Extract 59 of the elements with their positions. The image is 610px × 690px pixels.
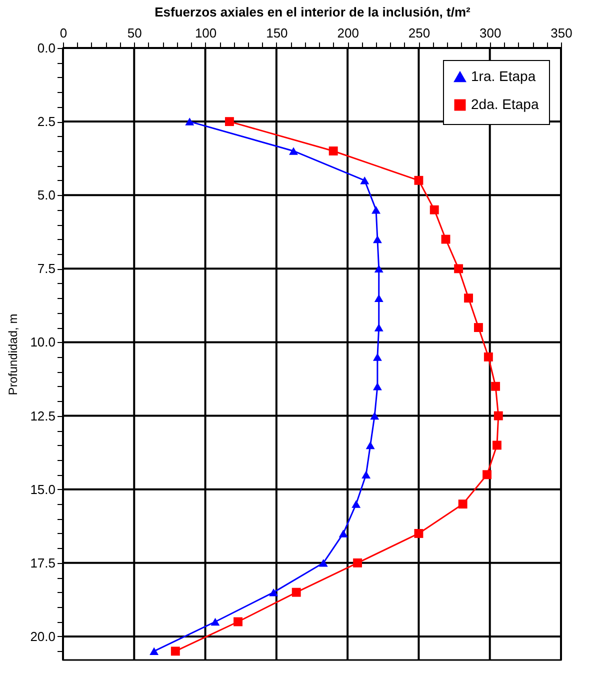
point (185, 118, 194, 126)
x-tick-label: 100 (194, 26, 217, 40)
point (414, 176, 424, 185)
point (362, 470, 371, 479)
point (292, 588, 301, 597)
y-tick-label: 0.0 (37, 40, 56, 56)
point (484, 352, 493, 362)
point (372, 382, 382, 390)
y-tick-label: 5.0 (37, 188, 56, 203)
point (372, 353, 382, 361)
y-tick-label: 12.5 (30, 408, 56, 424)
point (225, 117, 234, 126)
point (474, 323, 483, 332)
point (210, 618, 220, 626)
point (370, 412, 380, 420)
point (269, 588, 278, 596)
legend-label: 2da. Etapa (471, 96, 539, 112)
point (318, 559, 328, 567)
x-tick-label: 350 (550, 26, 572, 40)
y-axis-title: Profundidad, m (6, 314, 20, 396)
point (150, 647, 159, 656)
point (374, 324, 384, 332)
point (353, 558, 362, 568)
point (482, 470, 492, 480)
legend-label: 1ra. Etapa (471, 68, 536, 84)
y-tick-label: 17.5 (30, 555, 56, 570)
x-axis-title: Esfuerzos axiales en el interior de la inclusión, t/m² (154, 4, 472, 20)
point (491, 382, 500, 391)
y-tick-label: 2.5 (37, 114, 56, 130)
point (374, 264, 384, 273)
y-tick-label: 15.0 (30, 482, 56, 497)
point (492, 440, 502, 450)
point (430, 205, 439, 214)
point (372, 235, 382, 244)
point (454, 264, 464, 274)
point (352, 500, 361, 508)
point (372, 206, 380, 214)
x-tick-label: 150 (266, 26, 288, 40)
x-tick-label: 300 (480, 26, 502, 40)
point (234, 617, 242, 626)
point (289, 147, 298, 155)
x-tick-label: 200 (337, 26, 359, 40)
point (360, 176, 370, 184)
x-tick-label: 0 (60, 26, 68, 40)
point (170, 646, 180, 656)
y-tick-label: 10.0 (30, 334, 56, 350)
x-tick-label: 250 (408, 26, 430, 40)
point (441, 234, 450, 244)
point (414, 529, 424, 538)
x-tick-label: 50 (127, 26, 142, 40)
point (328, 146, 338, 156)
point (366, 441, 375, 450)
point (374, 294, 384, 302)
point (338, 530, 348, 538)
y-tick-label: 7.5 (37, 261, 56, 276)
point (458, 500, 468, 509)
point (464, 294, 473, 303)
point (494, 411, 503, 420)
y-tick-label: 20.0 (30, 628, 56, 644)
